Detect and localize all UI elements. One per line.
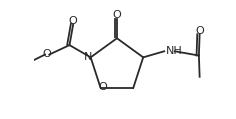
- Text: O: O: [98, 82, 107, 92]
- Text: O: O: [69, 16, 78, 26]
- Text: O: O: [113, 10, 121, 20]
- Text: O: O: [42, 49, 51, 59]
- Text: O: O: [195, 26, 204, 36]
- Text: NH: NH: [166, 46, 183, 56]
- Text: N: N: [84, 52, 92, 62]
